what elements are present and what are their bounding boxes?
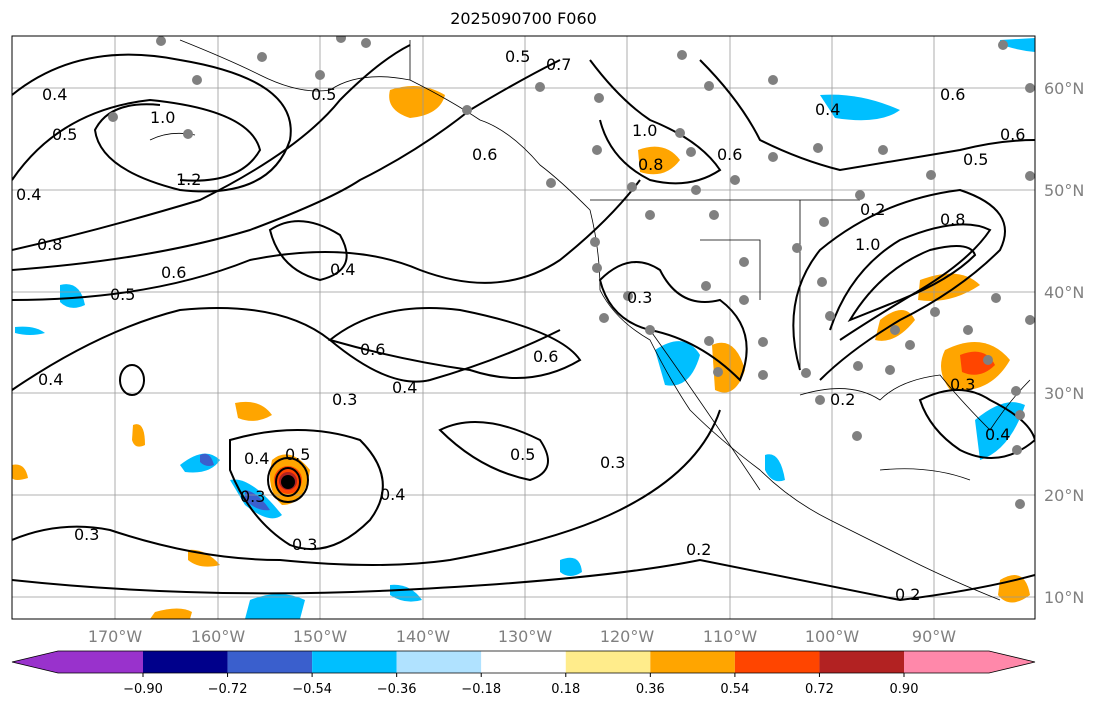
contour-label: 0.5 [505, 47, 530, 66]
contour-label: 1.0 [855, 235, 880, 254]
colorbar-label: 0.36 [636, 682, 665, 697]
lon-tick: 100°W [805, 627, 860, 646]
lon-tick: 130°W [498, 627, 553, 646]
contour-label: 1.0 [150, 108, 175, 127]
lat-tick: 10°N [1044, 588, 1084, 607]
contour-label: 0.5 [285, 445, 310, 464]
contour-label: 0.4 [815, 100, 840, 119]
colorbar-label: 0.72 [805, 682, 834, 697]
colorbar-segment [819, 651, 904, 673]
contour-label: 0.3 [292, 535, 317, 554]
contour-label: 0.4 [38, 370, 63, 389]
map-frame [11, 35, 1036, 620]
map-area: 0.4 0.5 1.0 1.2 0.4 0.8 0.6 0.5 0.5 0.7 … [12, 36, 1035, 619]
contour-labels: 0.4 0.5 1.0 1.2 0.4 0.8 0.6 0.5 0.5 0.7 … [16, 47, 1025, 604]
contour-label: 0.3 [240, 487, 265, 506]
contour-label: 0.4 [244, 449, 269, 468]
contour-label: 0.2 [830, 390, 855, 409]
contour-label: 0.3 [74, 525, 99, 544]
contour-label: 0.4 [985, 425, 1010, 444]
lon-tick: 160°W [191, 627, 246, 646]
contour-label: 0.2 [895, 585, 920, 604]
colorbar-segment [312, 651, 397, 673]
contour-label: 0.4 [42, 85, 67, 104]
colorbar-label: −0.36 [377, 682, 417, 697]
contour-label: 0.8 [37, 235, 62, 254]
contour-label: 1.2 [176, 170, 201, 189]
contour-label: 0.3 [627, 288, 652, 307]
contours [12, 44, 1035, 602]
colorbar-segment [904, 651, 1035, 673]
lat-tick: 60°N [1044, 79, 1084, 98]
colorbar-segment [396, 651, 482, 673]
colorbar-label: 0.54 [720, 682, 749, 697]
colorbar-label: −0.54 [292, 682, 332, 697]
colorbar-segment [481, 651, 566, 673]
colorbar-outline [11, 650, 1036, 674]
lon-tick: 110°W [703, 627, 758, 646]
lon-tick: 120°W [600, 627, 655, 646]
lat-tick: 40°N [1044, 283, 1084, 302]
contour-label: 0.5 [110, 285, 135, 304]
colorbar-segment [734, 651, 820, 673]
map-title: 2025090700 F060 [450, 9, 597, 28]
lat-tick: 20°N [1044, 486, 1084, 505]
colorbar-label: 0.90 [890, 682, 919, 697]
contour-label: 0.6 [360, 340, 385, 359]
colorbar-segment [227, 651, 313, 673]
lat-tick: 30°N [1044, 384, 1084, 403]
contour-label: 0.3 [332, 390, 357, 409]
colorbar-segment [143, 651, 228, 673]
contour-label: 0.6 [472, 145, 497, 164]
contour-label: 0.8 [638, 155, 663, 174]
contour-label: 0.4 [380, 485, 405, 504]
contour-label: 0.4 [392, 378, 417, 397]
colorbar-label: −0.72 [208, 682, 248, 697]
contour-label: 0.4 [330, 260, 355, 279]
contour-label: 1.0 [632, 121, 657, 140]
contour-label: 0.3 [950, 375, 975, 394]
contour-label: 0.6 [161, 263, 186, 282]
contour-label: 0.2 [686, 540, 711, 559]
lon-tick: 140°W [396, 627, 451, 646]
colorbar-segment [565, 651, 651, 673]
colorbar-label: 0.18 [551, 682, 580, 697]
contour-label: 0.5 [311, 85, 336, 104]
contour-label: 0.6 [717, 145, 742, 164]
lon-tick: 170°W [88, 627, 143, 646]
contour-label: 0.5 [52, 125, 77, 144]
contour-label: 0.6 [533, 347, 558, 366]
latitude-ticks: 60°N 50°N 40°N 30°N 20°N 10°N [1044, 79, 1084, 607]
contour-label: 0.7 [546, 55, 571, 74]
contour-label: 0.5 [510, 445, 535, 464]
colorbar: −0.90 −0.72 −0.54 −0.36 −0.18 0.18 0.36 0.54 0.7… [11, 650, 1036, 697]
colorbar-label: −0.90 [123, 682, 163, 697]
colorbar-label: −0.18 [461, 682, 501, 697]
colorbar-segment [650, 651, 735, 673]
station-markers [108, 36, 1035, 509]
lon-tick: 90°W [912, 627, 956, 646]
contour-label: 0.3 [600, 453, 625, 472]
lat-tick: 50°N [1044, 181, 1084, 200]
contour-label: 0.6 [1000, 125, 1025, 144]
contour-label: 0.8 [940, 210, 965, 229]
contour-label: 0.5 [963, 150, 988, 169]
longitude-ticks: 170°W 160°W 150°W 140°W 130°W 120°W 110°… [88, 627, 956, 646]
lon-tick: 150°W [293, 627, 348, 646]
contour-label: 0.2 [860, 200, 885, 219]
contour-label: 0.4 [16, 185, 41, 204]
contour-label: 0.6 [940, 85, 965, 104]
colorbar-segment [12, 651, 143, 673]
